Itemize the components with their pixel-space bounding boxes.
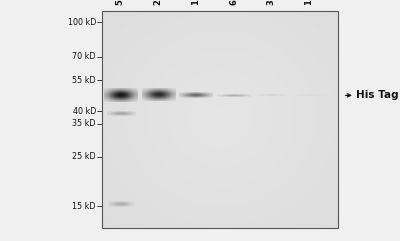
Text: 15 kD: 15 kD [72, 202, 96, 211]
Text: 35 kD: 35 kD [72, 120, 96, 128]
Text: 60 ng: 60 ng [230, 0, 239, 5]
Text: 100 kD: 100 kD [68, 18, 96, 27]
Text: 55 kD: 55 kD [72, 76, 96, 85]
Text: 500 ng: 500 ng [116, 0, 125, 5]
Bar [102, 11, 338, 228]
Text: 15 ng: 15 ng [305, 0, 314, 5]
Text: 30 ng: 30 ng [268, 0, 276, 5]
Text: 25 kD: 25 kD [72, 152, 96, 161]
Text: 70 kD: 70 kD [72, 52, 96, 61]
Text: 250 ng: 250 ng [154, 0, 163, 5]
Text: 125 ng: 125 ng [192, 0, 201, 5]
Text: 40 kD: 40 kD [73, 107, 96, 115]
Text: His Tag: His Tag [356, 90, 399, 100]
